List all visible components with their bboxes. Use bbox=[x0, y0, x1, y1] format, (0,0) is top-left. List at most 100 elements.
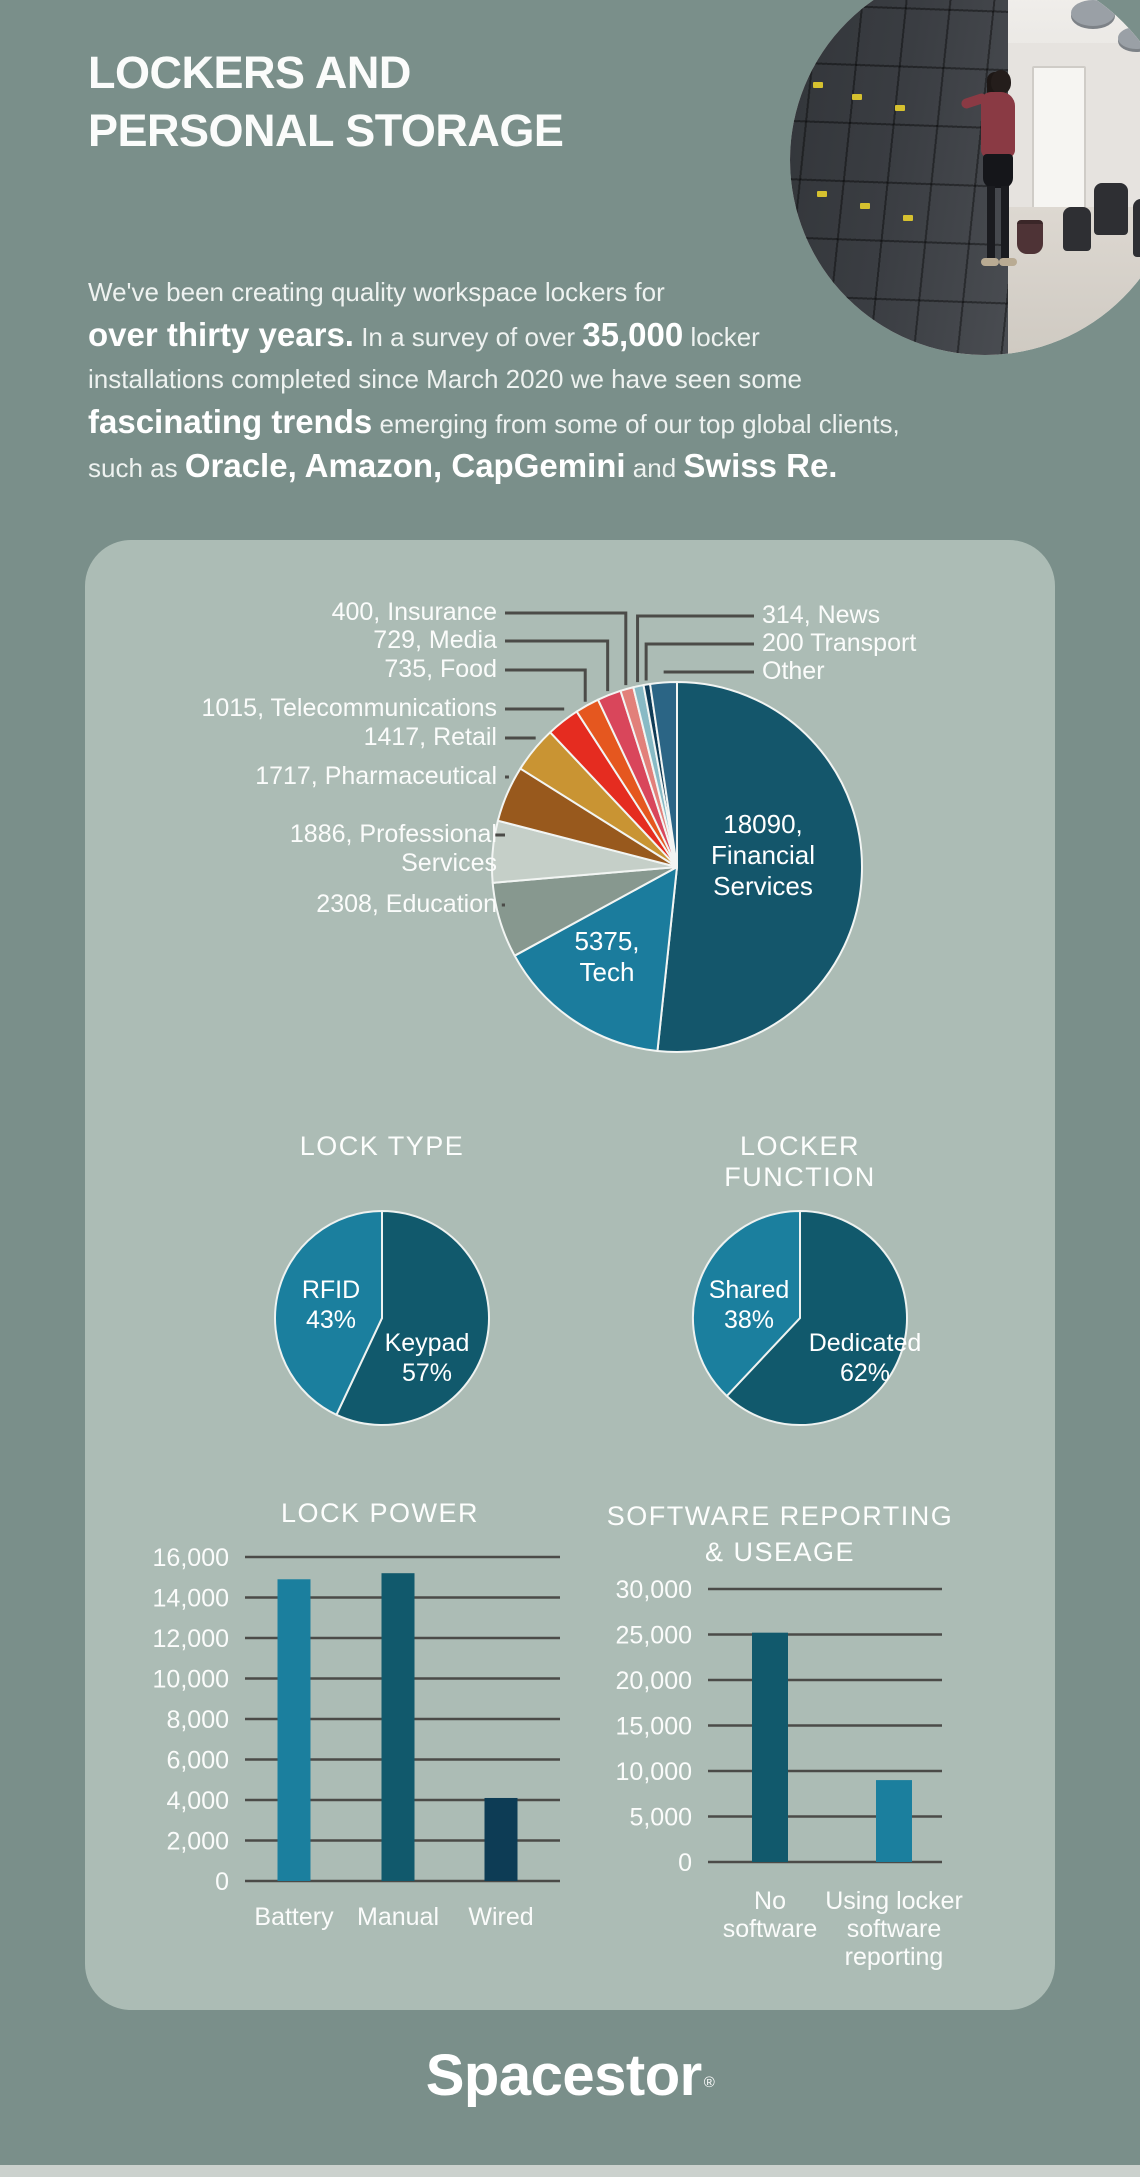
person-head bbox=[991, 70, 1012, 95]
person-leg bbox=[987, 186, 996, 261]
pie-label-rfid: RFID 43% bbox=[301, 1276, 361, 1334]
intro-line: We've been creating quality workspace lo… bbox=[88, 271, 918, 314]
y-tick-label: 10,000 bbox=[616, 1758, 692, 1786]
brand-logo: Spacestor ® bbox=[0, 2042, 1140, 2109]
y-tick-label: 0 bbox=[678, 1849, 692, 1877]
photo-lamp bbox=[1117, 27, 1140, 50]
pie-slice-rfid bbox=[274, 1209, 383, 1417]
industries-pie-svg bbox=[491, 611, 863, 1053]
intro-line: over thirty years. In a survey of over 3… bbox=[88, 314, 918, 359]
bottom-strip bbox=[0, 2165, 1140, 2177]
person-top bbox=[981, 92, 1016, 159]
photo-office-chair bbox=[1063, 206, 1091, 251]
intro-line: installations completed since March 2020… bbox=[88, 358, 918, 401]
pie-label-telecommunications: 1015, Telecommunications bbox=[201, 694, 497, 722]
pie-label-education: 2308, Education bbox=[316, 890, 497, 918]
pie-slice-other bbox=[649, 681, 678, 868]
y-tick-label: 6,000 bbox=[166, 1747, 229, 1775]
lock-type-title: LOCK TYPE bbox=[299, 1131, 465, 1161]
leader-line-food bbox=[505, 668, 587, 702]
software-reporting-bar-svg: 0 5,000 10,000 15,000 20,000 25,000 30,000 bbox=[616, 1576, 942, 1877]
y-tick-label: 25,000 bbox=[616, 1622, 692, 1650]
bar-no-software bbox=[752, 1632, 788, 1862]
intro-emphasis-text: fascinating trends bbox=[88, 402, 373, 440]
y-tick-label: 15,000 bbox=[616, 1713, 692, 1741]
bar-battery bbox=[277, 1579, 311, 1881]
y-tick-label: 0 bbox=[215, 1868, 229, 1896]
locker-number-tag bbox=[903, 214, 914, 221]
lock-power-bar-svg: 0 2,000 4,000 6,000 8,000 10,000 12,000 14,000 1… bbox=[153, 1544, 560, 1896]
industries-pie-chart: 2308, Education 1886, Professional Service… bbox=[85, 540, 1055, 1115]
software-reporting-title: SOFTWARE REPORTING & USEAGE bbox=[605, 1498, 955, 1570]
registered-trademark-icon: ® bbox=[703, 2074, 715, 2091]
photo-office-chair bbox=[1094, 183, 1129, 236]
x-category-label: Wired bbox=[468, 1903, 534, 1931]
pie-label-keypad: Keypad 57% bbox=[384, 1329, 470, 1387]
bar-using-locker-software-reporting bbox=[876, 1780, 912, 1862]
person-shoe bbox=[981, 258, 1000, 267]
y-tick-label: 5,000 bbox=[629, 1804, 692, 1832]
office-lockers-photo bbox=[790, 0, 1140, 355]
pie-label-pharmaceutical: 1717, Pharmaceutical bbox=[255, 762, 497, 790]
software-reporting-bar-chart: 0 5,000 10,000 15,000 20,000 25,000 30,000 No s… bbox=[565, 1445, 1035, 2010]
pie-label-tech: 5375, Tech bbox=[574, 926, 640, 987]
pie-slice-financial-services bbox=[656, 681, 863, 1053]
y-tick-label: 12,000 bbox=[153, 1625, 229, 1653]
intro-line: such as Oracle, Amazon, CapGemini and Sw… bbox=[88, 445, 918, 490]
y-tick-label: 16,000 bbox=[153, 1544, 229, 1572]
intro-text: installations completed since March 2020… bbox=[88, 364, 802, 394]
leader-line-news bbox=[636, 614, 754, 683]
y-tick-label: 2,000 bbox=[166, 1828, 229, 1856]
person-skirt bbox=[983, 154, 1014, 189]
y-tick-label: 20,000 bbox=[616, 1667, 692, 1695]
pie-slice-tech bbox=[513, 866, 678, 1052]
pie-label-news: 314, News bbox=[762, 601, 881, 629]
pie-label-shared: Shared 38% bbox=[708, 1276, 790, 1334]
y-tick-label: 4,000 bbox=[166, 1787, 229, 1815]
photo-door bbox=[1031, 66, 1087, 219]
software-reporting-title-line2: & USEAGE bbox=[704, 1537, 856, 1567]
photo-lamp bbox=[1070, 0, 1115, 27]
page-title-line2: PERSONAL STORAGE bbox=[88, 105, 564, 156]
pie-slice-dedicated bbox=[725, 1209, 908, 1426]
locker-number-tag bbox=[817, 191, 828, 198]
locker-number-tag bbox=[813, 82, 824, 88]
intro-paragraph: We've been creating quality workspace lo… bbox=[88, 271, 918, 490]
lock-type-pie-svg bbox=[274, 1209, 490, 1426]
y-tick-label: 14,000 bbox=[153, 1585, 229, 1613]
y-tick-label: 8,000 bbox=[166, 1706, 229, 1734]
pie-label-food: 735, Food bbox=[384, 655, 497, 683]
x-category-label: Using locker software reporting bbox=[825, 1887, 963, 1971]
locker-function-title: LOCKER FUNCTION bbox=[724, 1131, 876, 1192]
leader-line-transport bbox=[644, 642, 754, 681]
intro-text: We've been creating quality workspace lo… bbox=[88, 277, 665, 307]
intro-emphasis-text: 35,000 bbox=[582, 315, 684, 353]
lock-power-bar-chart: 0 2,000 4,000 6,000 8,000 10,000 12,000 14,000 1… bbox=[105, 1445, 575, 1975]
intro-emphasis-text: Swiss Re. bbox=[683, 447, 838, 484]
x-category-label: No software bbox=[722, 1887, 818, 1943]
bar-manual bbox=[381, 1573, 415, 1881]
intro-text: such as bbox=[88, 453, 185, 483]
locker-function-pie-svg bbox=[692, 1209, 908, 1426]
pie-label-professional-services: 1886, Professional Services bbox=[289, 820, 497, 877]
pie-label-insurance: 400, Insurance bbox=[331, 598, 497, 626]
pie-label-media: 729, Media bbox=[373, 626, 497, 654]
locker-number-tag bbox=[860, 202, 871, 209]
intro-text: locker bbox=[683, 321, 760, 352]
person-leg bbox=[1001, 186, 1010, 261]
locker-number-tag bbox=[895, 105, 906, 112]
intro-text: In a survey of over bbox=[353, 321, 583, 352]
lock-power-title: LOCK POWER bbox=[280, 1498, 480, 1528]
intro-text: emerging from some of our top global cli… bbox=[372, 408, 900, 439]
intro-emphasis-text: Oracle, Amazon, CapGemini bbox=[184, 447, 626, 484]
pie-label-dedicated: Dedicated 62% bbox=[808, 1329, 922, 1387]
leader-line-insurance bbox=[505, 611, 628, 686]
bar-wired bbox=[484, 1797, 518, 1881]
pie-label-transport: 200 Transport bbox=[762, 629, 917, 657]
leader-line-media bbox=[505, 639, 610, 692]
pie-slice-keypad bbox=[335, 1209, 490, 1426]
photo-office-chair bbox=[1133, 199, 1140, 257]
charts-panel: 2308, Education 1886, Professional Service… bbox=[85, 540, 1055, 2010]
x-category-label: Battery bbox=[254, 1903, 334, 1931]
